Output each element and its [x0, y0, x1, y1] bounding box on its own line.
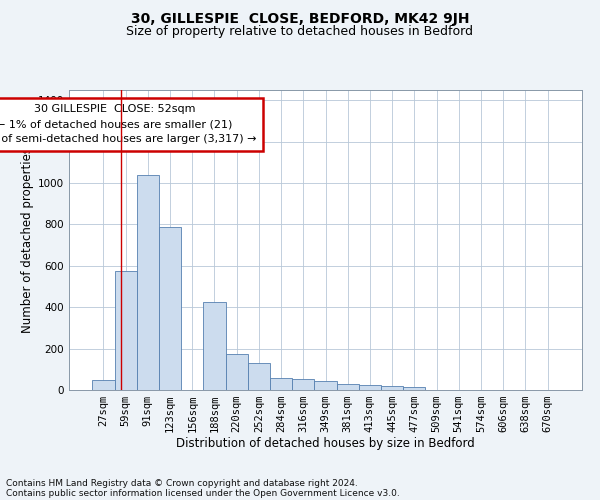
Text: 30, GILLESPIE  CLOSE, BEDFORD, MK42 9JH: 30, GILLESPIE CLOSE, BEDFORD, MK42 9JH	[131, 12, 469, 26]
Text: Contains HM Land Registry data © Crown copyright and database right 2024.: Contains HM Land Registry data © Crown c…	[6, 478, 358, 488]
Text: 30 GILLESPIE  CLOSE: 52sqm
← 1% of detached houses are smaller (21)
99% of semi-: 30 GILLESPIE CLOSE: 52sqm ← 1% of detach…	[0, 104, 256, 144]
X-axis label: Distribution of detached houses by size in Bedford: Distribution of detached houses by size …	[176, 436, 475, 450]
Bar	[292, 378, 314, 390]
Y-axis label: Number of detached properties: Number of detached properties	[21, 147, 34, 333]
Bar	[226, 354, 248, 390]
Bar	[137, 175, 159, 390]
Bar	[270, 378, 292, 390]
Text: Contains public sector information licensed under the Open Government Licence v3: Contains public sector information licen…	[6, 488, 400, 498]
Bar	[248, 363, 270, 390]
Bar	[159, 226, 181, 390]
Bar	[92, 380, 115, 390]
Bar	[403, 387, 425, 390]
Bar	[314, 380, 337, 390]
Bar	[381, 386, 403, 390]
Bar	[203, 302, 226, 390]
Bar	[337, 384, 359, 390]
Bar	[115, 271, 137, 390]
Bar	[359, 385, 381, 390]
Text: Size of property relative to detached houses in Bedford: Size of property relative to detached ho…	[127, 25, 473, 38]
